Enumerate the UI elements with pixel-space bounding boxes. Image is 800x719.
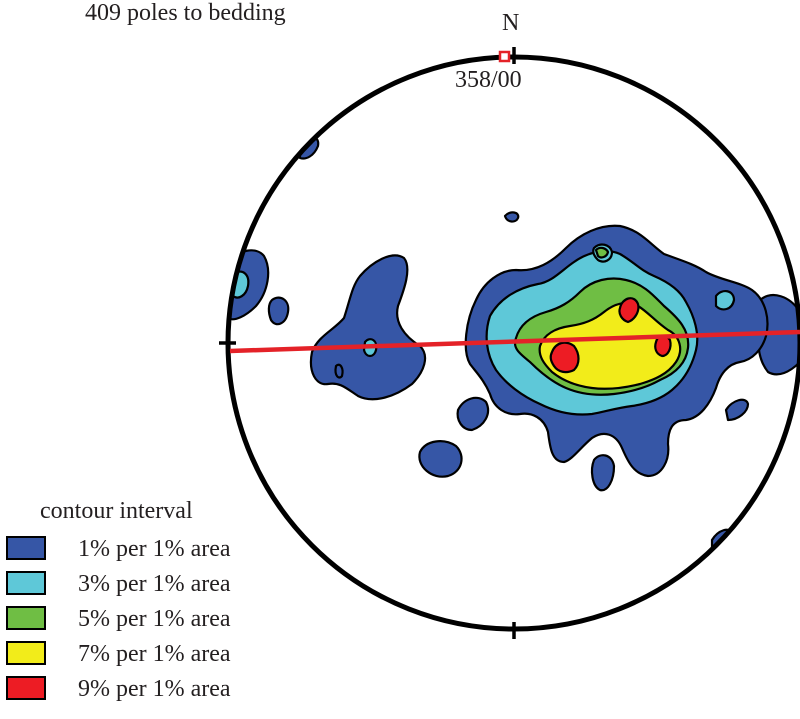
contour-5pct <box>594 246 610 259</box>
pole-label: 358/00 <box>455 67 522 93</box>
legend-swatch <box>6 571 46 595</box>
pole-marker <box>498 50 511 63</box>
legend-label: 5% per 1% area <box>78 606 231 632</box>
great-circle-line <box>229 329 800 354</box>
legend-item: 3% per 1% area <box>6 571 231 597</box>
legend-label: 3% per 1% area <box>78 571 231 597</box>
contour-9pct <box>618 297 640 324</box>
legend: contour interval 1% per 1% area 3% per 1… <box>6 498 231 702</box>
contour-1pct <box>418 440 463 478</box>
legend-label: 9% per 1% area <box>78 676 231 702</box>
contour-1pct <box>267 296 290 326</box>
contour-1pct <box>724 398 750 422</box>
contour-9pct <box>549 341 580 374</box>
legend-label: 7% per 1% area <box>78 641 231 667</box>
contour-1pct <box>456 396 490 432</box>
contour-1pct <box>503 211 520 223</box>
legend-title: contour interval <box>40 498 193 524</box>
contour-1pct <box>334 363 344 379</box>
legend-label: 1% per 1% area <box>78 536 231 562</box>
legend-swatch <box>6 676 46 700</box>
contour-map <box>228 137 800 550</box>
legend-swatch <box>6 606 46 630</box>
contour-1pct <box>309 254 427 401</box>
legend-item: 7% per 1% area <box>6 641 231 667</box>
legend-item: 5% per 1% area <box>6 606 231 632</box>
legend-item: 9% per 1% area <box>6 676 231 702</box>
north-label: N <box>502 10 519 36</box>
legend-item: 1% per 1% area <box>6 536 231 562</box>
contour-1pct <box>590 454 616 492</box>
legend-swatch <box>6 641 46 665</box>
legend-swatch <box>6 536 46 560</box>
count-label: 409 poles to bedding <box>85 0 286 26</box>
contour-3pct <box>714 290 736 311</box>
